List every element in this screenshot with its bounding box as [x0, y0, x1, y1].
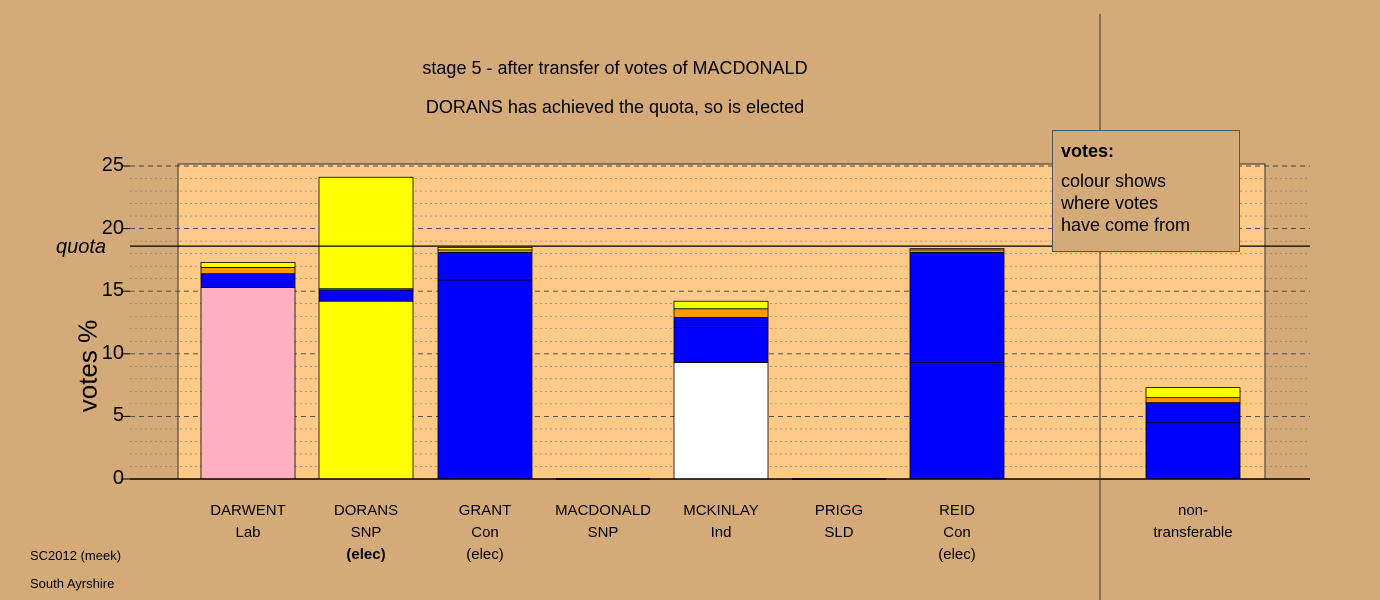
bar-segment	[673, 362, 769, 480]
legend-line: colour shows	[1061, 171, 1167, 191]
legend-line: have come from	[1061, 215, 1191, 235]
candidate-name: PRIGG	[814, 502, 864, 519]
category-label: DARWENT Lab	[188, 500, 308, 544]
y-axis-label: votes %	[72, 319, 103, 413]
candidate-name: non-	[1177, 502, 1209, 519]
y-tick-label: 15	[101, 279, 124, 302]
bar-segment	[200, 267, 296, 275]
bar-segment	[437, 246, 533, 251]
candidate-party: SLD	[824, 524, 854, 541]
bar-segment	[673, 300, 769, 310]
bar-segment	[673, 327, 769, 363]
category-label: PRIGG SLD	[779, 500, 899, 544]
bar-segment	[437, 279, 533, 480]
bar-segment	[200, 273, 296, 288]
footer-source: SC2012 (meek)	[30, 548, 122, 563]
candidate-name: DORANS	[333, 502, 399, 519]
y-tick-label: 10	[101, 341, 124, 364]
category-label: non-transferable	[1133, 500, 1253, 544]
y-tick-label: 5	[112, 404, 124, 427]
bar-segment	[673, 308, 769, 318]
bar-segment	[318, 300, 414, 480]
candidate-name: MACDONALD	[555, 502, 651, 519]
legend-line: where votes	[1061, 193, 1159, 213]
y-tick-label: 0	[112, 467, 124, 489]
bar-segment	[909, 251, 1005, 363]
candidate-name: MCKINLAY	[683, 502, 759, 519]
legend-heading: votes:	[1061, 141, 1115, 161]
candidate-party: Con	[471, 524, 499, 541]
candidate-party: Con	[943, 524, 971, 541]
bar-segment	[1145, 387, 1241, 399]
bar-segment	[437, 251, 533, 281]
category-label: MACDONALD SNP	[543, 500, 663, 544]
candidate-name: REID	[939, 502, 975, 519]
category-label: DORANS SNP (elec)	[306, 500, 426, 566]
candidate-party: SNP	[587, 524, 619, 541]
candidate-status: (elec)	[346, 546, 386, 563]
bar-segment	[318, 289, 414, 302]
category-label: GRANT Con (elec)	[425, 500, 545, 566]
bar-segment	[200, 262, 296, 268]
bar-segment	[909, 362, 1005, 480]
candidate-name: DARWENT	[210, 502, 286, 519]
candidate-party: Lab	[235, 524, 261, 541]
bar-segment	[1145, 397, 1241, 404]
legend: votes: colour shows where votes have com…	[1052, 130, 1240, 252]
chart-subtitle: DORANS has achieved the quota, so is ele…	[425, 97, 805, 117]
category-label: REID Con (elec)	[897, 500, 1017, 566]
candidate-status: (elec)	[466, 546, 504, 563]
bar-segment	[318, 176, 414, 290]
bar-segment	[1145, 402, 1241, 424]
candidate-party: SNP	[350, 524, 382, 541]
bar-segment	[909, 248, 1005, 251]
candidate-party: Ind	[710, 524, 732, 541]
candidate-party: transferable	[1153, 524, 1233, 541]
quota-label: quota	[56, 236, 107, 258]
bar-segment	[673, 317, 769, 328]
candidate-name: GRANT	[458, 502, 512, 519]
category-label: MCKINLAY Ind	[661, 500, 781, 544]
y-tick-label: 25	[101, 154, 124, 176]
bar-segment	[1145, 422, 1241, 480]
chart-title: stage 5 - after transfer of votes of MAC…	[422, 58, 808, 78]
footer-region: South Ayrshire	[30, 576, 115, 591]
y-tick-label: 20	[101, 216, 124, 239]
bar-segment	[200, 287, 296, 480]
candidate-status: (elec)	[938, 546, 976, 563]
bars	[200, 176, 1241, 480]
